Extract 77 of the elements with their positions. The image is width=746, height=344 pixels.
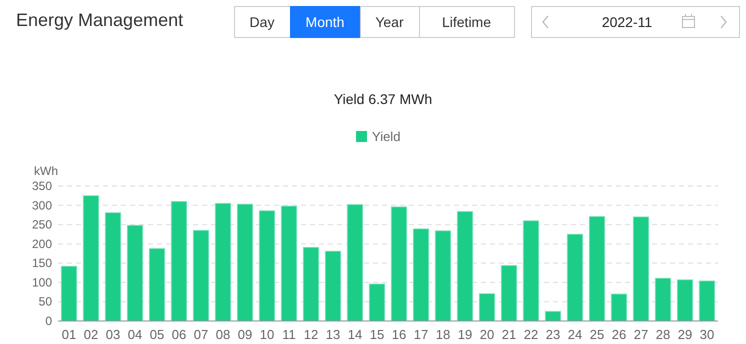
x-tick-label: 15 — [370, 327, 384, 342]
x-tick-label: 12 — [304, 327, 318, 342]
x-tick-label: 01 — [62, 327, 76, 342]
x-tick-label: 27 — [634, 327, 648, 342]
bar — [412, 228, 430, 322]
x-tick-label: 10 — [260, 327, 274, 342]
x-tick-label: 08 — [216, 327, 230, 342]
bar — [280, 206, 298, 322]
bar — [60, 266, 78, 322]
bar — [698, 280, 716, 322]
y-tick-label: 200 — [32, 236, 52, 251]
x-tick-label: 05 — [150, 327, 164, 342]
x-tick-label: 09 — [238, 327, 252, 342]
legend-label: Yield — [372, 129, 400, 144]
x-tick-label: 30 — [700, 327, 714, 342]
bar — [346, 204, 364, 322]
bar — [368, 284, 386, 322]
x-tick-label: 17 — [414, 327, 428, 342]
x-tick-label: 24 — [568, 327, 582, 342]
text: Lifetime — [442, 14, 492, 30]
x-tick-label: 21 — [502, 327, 516, 342]
y-tick-label: 300 — [32, 198, 52, 212]
text: 2022-11 — [602, 14, 652, 30]
text: Day — [250, 14, 274, 30]
bar — [302, 246, 320, 322]
x-tick-label: 13 — [326, 327, 340, 342]
x-tick-label: 19 — [458, 327, 472, 342]
bar — [170, 201, 188, 322]
x-tick-label: 26 — [612, 327, 626, 342]
text: Year — [375, 14, 404, 30]
x-tick-label: 22 — [524, 327, 538, 342]
y-tick-label: 50 — [38, 294, 52, 309]
x-tick-label: 02 — [84, 327, 98, 342]
bar — [434, 230, 452, 322]
y-tick-label: 250 — [32, 218, 52, 232]
bar — [478, 293, 496, 322]
bar — [632, 216, 650, 322]
x-tick-label: 04 — [128, 327, 142, 342]
y-tick-label: 350 — [32, 179, 52, 193]
x-tick-label: 11 — [282, 327, 296, 342]
x-tick-label: 20 — [480, 327, 494, 342]
bar — [148, 248, 166, 322]
bar — [126, 224, 144, 322]
x-tick-label: 14 — [348, 327, 362, 342]
x-tick-label: 18 — [436, 327, 450, 342]
y-tick-label: 150 — [32, 256, 52, 270]
bar — [588, 216, 606, 322]
bar — [500, 265, 518, 322]
bar — [610, 294, 628, 322]
bar — [214, 202, 232, 322]
bar — [544, 310, 562, 322]
bar — [324, 250, 342, 322]
x-tick-label: 25 — [590, 327, 604, 342]
bar — [456, 211, 474, 322]
bar — [566, 234, 584, 322]
bar — [192, 230, 210, 322]
bar — [676, 279, 694, 322]
chart-title: Energy Management — [16, 10, 184, 30]
x-tick-label: 28 — [656, 327, 670, 342]
bar — [390, 206, 408, 322]
x-tick-label: 06 — [172, 327, 186, 342]
y-tick-label: 100 — [32, 275, 52, 290]
bar — [522, 220, 540, 322]
text: Month — [306, 14, 344, 30]
x-tick-label: 07 — [194, 327, 208, 342]
y-axis-title: kWh — [34, 164, 58, 178]
y-tick-label: 0 — [45, 314, 52, 328]
bar — [258, 210, 276, 322]
x-tick-label: 23 — [546, 327, 560, 342]
chart-subtitle: Yield 6.37 MWh — [334, 91, 432, 107]
bar — [654, 278, 672, 322]
x-tick-label: 16 — [392, 327, 406, 342]
bar — [104, 212, 122, 322]
x-tick-label: 03 — [106, 327, 120, 342]
x-tick-label: 29 — [678, 327, 692, 342]
bar — [236, 204, 254, 322]
bar — [82, 195, 100, 322]
